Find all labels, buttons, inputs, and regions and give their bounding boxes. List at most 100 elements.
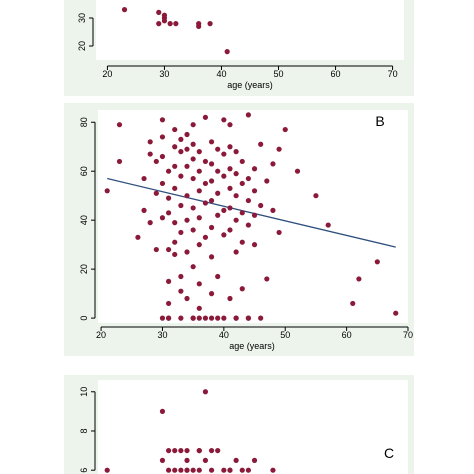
data-point: [215, 273, 221, 280]
data-point: [165, 210, 172, 216]
data-point: [196, 447, 202, 454]
plot-b-layer: 0 20 40 60 80 20 30 40 50 60 70: [79, 112, 413, 340]
data-point: [190, 315, 196, 321]
data-point: [172, 220, 178, 226]
y-tick-label: 40: [79, 215, 89, 225]
data-point: [258, 141, 264, 147]
data-point: [141, 207, 147, 213]
data-point: [276, 146, 282, 152]
data-point: [196, 188, 202, 194]
data-point: [116, 158, 123, 165]
data-point: [227, 467, 233, 473]
data-point: [251, 188, 258, 194]
y-tick-label: 6: [79, 468, 89, 473]
data-point: [202, 158, 209, 165]
data-point: [251, 457, 258, 463]
data-point: [325, 222, 331, 228]
data-point: [172, 447, 178, 454]
data-point: [196, 168, 202, 174]
data-point: [264, 178, 270, 184]
data-point: [202, 389, 209, 395]
x-tick-label: 40: [219, 330, 229, 340]
data-point: [172, 467, 178, 473]
data-point: [196, 215, 202, 221]
data-point: [270, 207, 276, 213]
data-point: [190, 141, 196, 147]
data-point: [196, 242, 202, 248]
data-point: [221, 315, 227, 321]
data-point: [221, 173, 227, 179]
data-point: [153, 158, 159, 165]
data-point: [165, 195, 172, 201]
data-point: [276, 229, 282, 236]
data-point: [184, 131, 190, 138]
data-point: [196, 305, 202, 311]
data-point: [227, 227, 233, 233]
data-point: [159, 315, 166, 321]
data-point: [167, 21, 173, 27]
data-point: [116, 122, 123, 128]
x-tick-label: 30: [159, 69, 169, 79]
data-point: [172, 239, 178, 245]
data-point: [227, 185, 233, 191]
data-point: [159, 215, 166, 221]
data-point: [190, 175, 196, 182]
data-point: [184, 457, 190, 463]
data-point: [258, 202, 264, 209]
data-point: [184, 295, 190, 302]
data-point: [270, 467, 276, 473]
data-point: [356, 276, 362, 282]
data-point: [208, 224, 215, 231]
data-point: [172, 126, 178, 133]
x-tick-label: 20: [96, 330, 106, 340]
data-point: [350, 300, 356, 307]
data-point: [184, 447, 190, 454]
y-tick-label: 20: [77, 41, 87, 51]
data-point: [159, 134, 166, 140]
data-point: [245, 467, 251, 473]
data-point: [227, 205, 233, 211]
data-point: [190, 227, 196, 233]
data-point: [233, 315, 239, 321]
panel-c-letter: C: [384, 445, 394, 461]
data-point: [245, 315, 251, 321]
data-point: [190, 156, 196, 162]
data-point: [172, 185, 178, 191]
data-point: [173, 21, 179, 27]
data-point: [245, 175, 251, 182]
plot-top-layer: 20 30 20 30 40 50 60 70: [77, 7, 398, 79]
data-point: [208, 291, 215, 297]
data-point: [159, 408, 166, 414]
data-point: [258, 315, 264, 321]
data-point: [202, 200, 209, 206]
x-tick-label: 70: [403, 330, 413, 340]
data-point: [159, 457, 166, 463]
data-point: [159, 153, 166, 160]
data-point: [208, 161, 215, 167]
y-tick-label: 8: [79, 428, 89, 433]
data-point: [178, 315, 184, 321]
data-point: [196, 149, 202, 155]
data-point: [239, 210, 245, 216]
data-point: [159, 117, 166, 123]
data-point: [153, 246, 159, 253]
data-point: [184, 193, 190, 199]
y-tick-label: 60: [79, 166, 89, 176]
data-point: [165, 467, 172, 473]
data-point: [165, 315, 172, 321]
plot-c-layer: 6 8 10: [79, 387, 276, 473]
data-point: [245, 197, 251, 204]
data-point: [270, 161, 276, 167]
data-point: [190, 205, 196, 211]
y-tick-label: 80: [79, 117, 89, 127]
data-point: [215, 315, 221, 321]
data-point: [178, 467, 184, 473]
data-point: [221, 151, 227, 157]
data-point: [184, 467, 190, 473]
y-tick-label: 10: [79, 387, 89, 397]
y-tick-label: 30: [77, 13, 87, 23]
data-point: [190, 467, 196, 473]
data-point: [178, 173, 184, 179]
data-point: [196, 315, 202, 321]
panel-top-x-axis-title: age (years): [227, 80, 273, 90]
